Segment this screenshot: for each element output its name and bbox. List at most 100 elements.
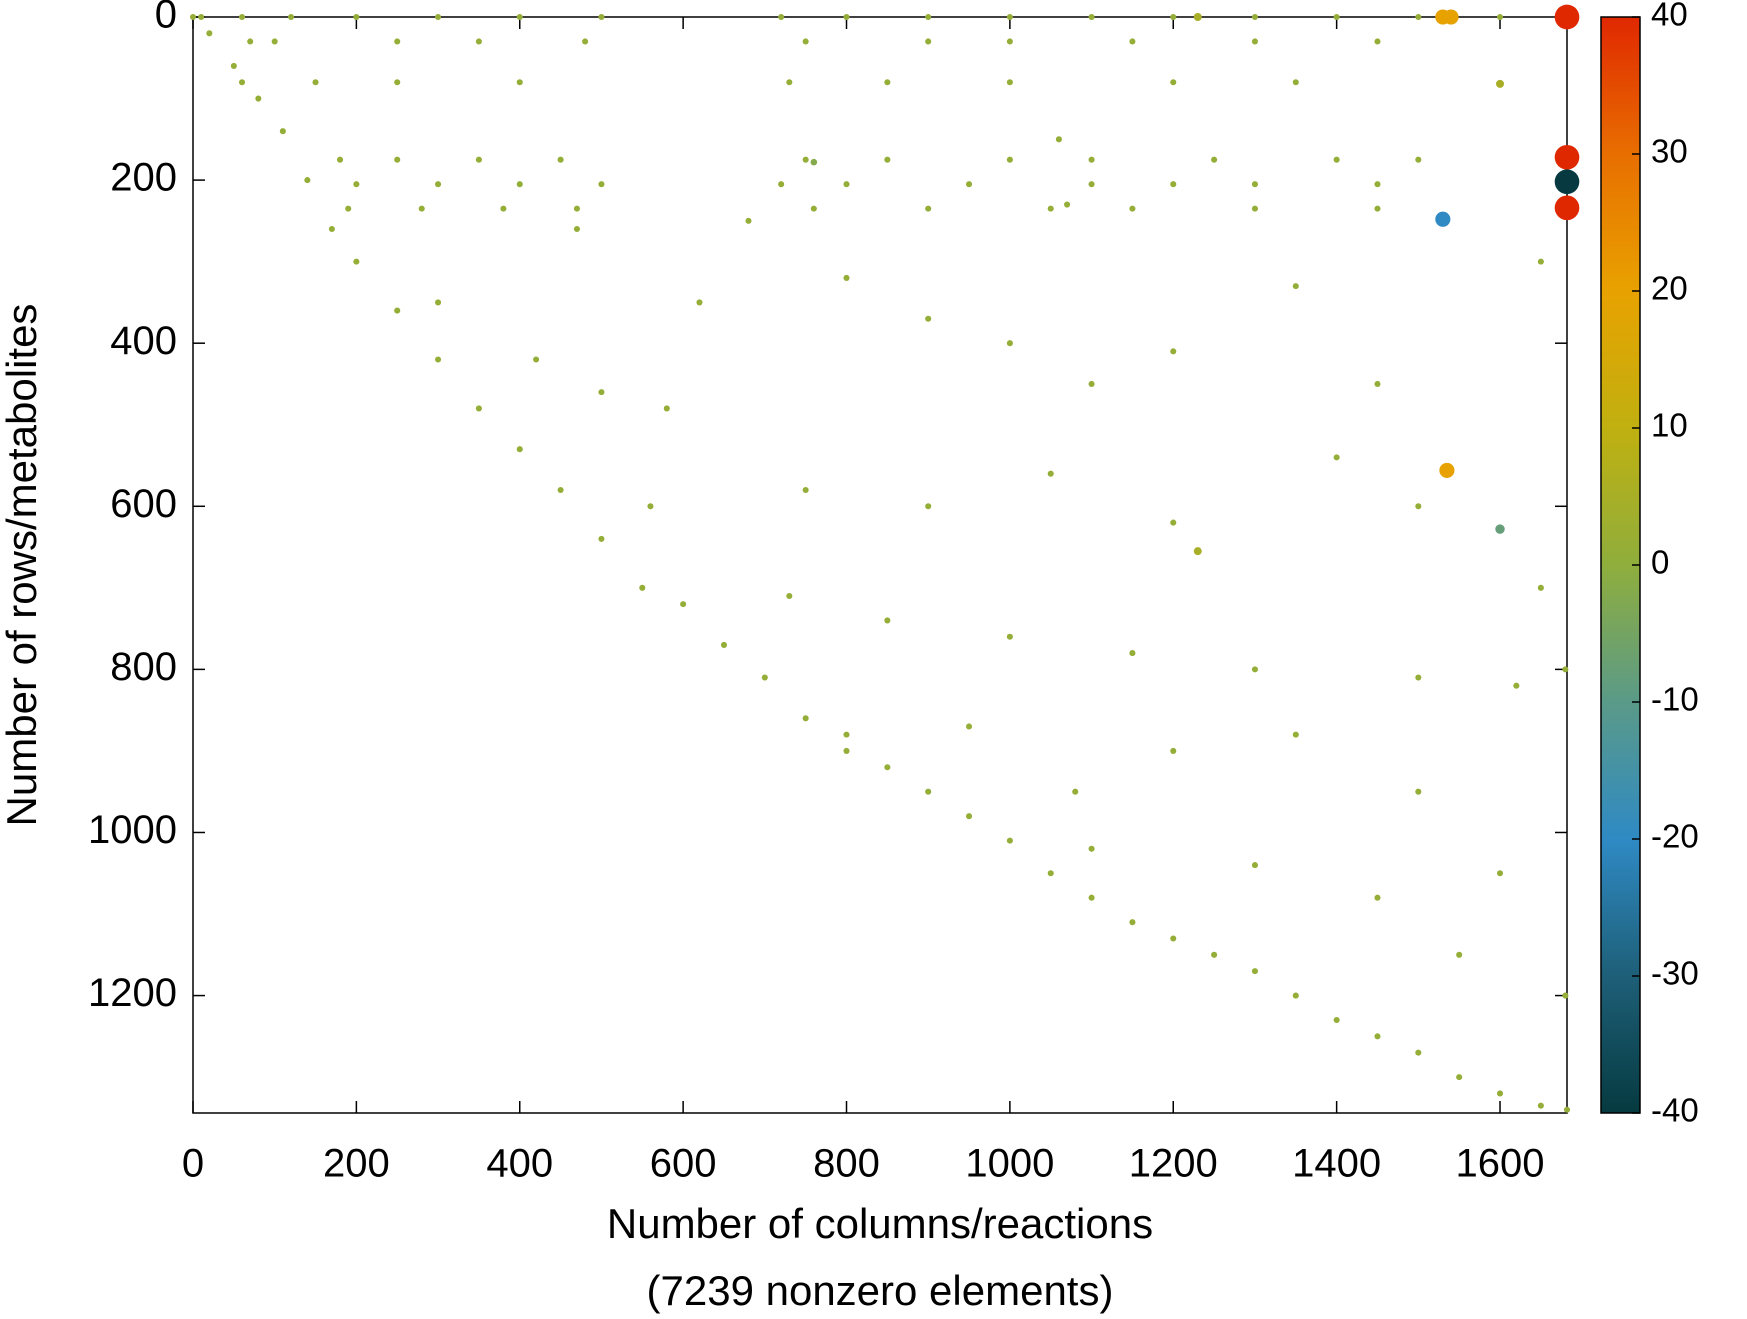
- point: [1006, 79, 1013, 86]
- x-tick-label: 1400: [1292, 1142, 1381, 1186]
- point: [761, 674, 768, 681]
- point: [1193, 13, 1202, 21]
- point: [1374, 181, 1381, 188]
- point: [1072, 788, 1079, 795]
- point: [1170, 181, 1177, 188]
- point: [884, 764, 891, 771]
- point: [786, 79, 793, 86]
- x-axis-sublabel: (7239 nonzero elements): [647, 1267, 1114, 1314]
- point: [1047, 870, 1054, 877]
- point: [966, 813, 973, 820]
- point: [279, 128, 286, 135]
- point: [1456, 951, 1463, 958]
- colorbar-tick-label: 40: [1651, 0, 1688, 33]
- point: [247, 38, 254, 45]
- point: [1333, 1016, 1340, 1024]
- point: [1251, 862, 1258, 869]
- point: [1211, 951, 1218, 958]
- point: [418, 205, 425, 212]
- point: [337, 156, 344, 163]
- point: [1170, 13, 1177, 21]
- x-axis-label: Number of columns/reactions: [607, 1200, 1153, 1247]
- point: [1129, 38, 1136, 45]
- point: [598, 535, 605, 542]
- point: [394, 79, 401, 86]
- point: [966, 181, 973, 188]
- point: [810, 158, 818, 166]
- point: [802, 715, 809, 722]
- point: [1006, 156, 1013, 163]
- point: [786, 592, 793, 600]
- x-tick-label: 400: [486, 1142, 553, 1186]
- point: [1415, 674, 1422, 681]
- point: [394, 307, 401, 314]
- point: [1537, 258, 1544, 265]
- point: [598, 13, 605, 21]
- point: [1374, 205, 1381, 212]
- point: [1064, 201, 1071, 208]
- point: [843, 274, 850, 281]
- x-tick-label: 1000: [965, 1142, 1054, 1186]
- point: [255, 95, 262, 102]
- point: [1374, 380, 1381, 388]
- point: [1251, 666, 1258, 673]
- point: [1537, 1102, 1544, 1109]
- point: [680, 601, 687, 608]
- point: [843, 181, 850, 188]
- point: [557, 156, 564, 163]
- point: [1170, 348, 1177, 355]
- point: [1170, 79, 1177, 86]
- point: [1088, 13, 1095, 21]
- point: [843, 13, 850, 21]
- point: [353, 258, 360, 265]
- colorbar-tick-label: 30: [1651, 133, 1688, 170]
- point: [1415, 156, 1422, 163]
- point: [1251, 181, 1258, 188]
- y-tick-label: 200: [110, 156, 177, 200]
- point: [1006, 340, 1013, 347]
- point: [238, 13, 246, 21]
- point: [500, 205, 507, 212]
- point: [394, 156, 401, 163]
- point: [435, 181, 442, 188]
- point: [328, 225, 335, 233]
- point: [1554, 195, 1580, 221]
- point: [843, 731, 850, 738]
- point: [1415, 1049, 1422, 1056]
- point: [745, 217, 752, 224]
- colorbar-tick-label: -10: [1651, 681, 1699, 718]
- point: [1251, 205, 1258, 212]
- point: [925, 38, 932, 45]
- point: [1333, 454, 1340, 461]
- y-tick-label: 1200: [88, 971, 177, 1015]
- point: [647, 503, 654, 510]
- point: [884, 156, 891, 163]
- point: [516, 446, 523, 453]
- point: [778, 13, 785, 21]
- point: [475, 156, 482, 163]
- point: [1513, 682, 1520, 689]
- point: [1055, 136, 1062, 143]
- point: [1435, 211, 1451, 227]
- colorbar-tick-label: -30: [1651, 955, 1699, 992]
- y-tick-label: 1000: [88, 808, 177, 852]
- point: [1251, 38, 1258, 45]
- point: [1495, 524, 1505, 534]
- point: [1170, 747, 1177, 754]
- point: [925, 13, 932, 21]
- point: [1496, 13, 1504, 21]
- point: [1047, 205, 1054, 212]
- point: [1415, 13, 1422, 21]
- point: [1537, 584, 1544, 591]
- point: [1292, 79, 1299, 86]
- point: [1088, 181, 1095, 188]
- point: [198, 13, 205, 21]
- x-tick-label: 1600: [1456, 1142, 1545, 1186]
- point: [843, 747, 850, 754]
- point: [1415, 503, 1422, 510]
- point: [884, 79, 891, 86]
- point: [1292, 992, 1299, 999]
- colorbar-tick-label: 0: [1651, 544, 1669, 581]
- x-tick-label: 800: [813, 1142, 880, 1186]
